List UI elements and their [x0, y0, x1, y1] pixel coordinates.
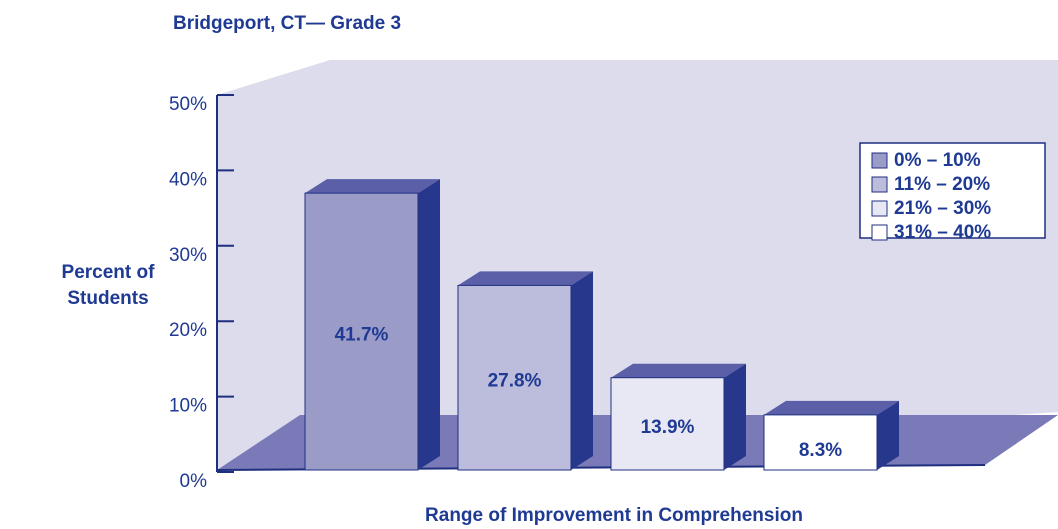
- legend-label: 21% – 30%: [894, 198, 991, 219]
- y-tick-label: 0%: [180, 471, 208, 492]
- bar-top: [764, 400, 899, 415]
- y-tick-label: 40%: [169, 169, 207, 190]
- legend-swatch: [871, 176, 888, 193]
- legend: [859, 142, 1046, 239]
- bar: [610, 377, 725, 471]
- legend-swatch: [871, 152, 888, 169]
- y-tick-label: 20%: [169, 320, 207, 341]
- legend-label: 0% – 10%: [894, 150, 981, 171]
- bar-side: [571, 271, 593, 470]
- bar-top: [305, 179, 440, 194]
- bar-side: [877, 400, 899, 470]
- data-label: 13.9%: [641, 417, 695, 438]
- bar: [457, 284, 572, 471]
- y-tick-label: 50%: [169, 94, 207, 115]
- y-tick-label: 10%: [169, 396, 207, 417]
- x-axis-label: Range of Improvement in Comprehension: [425, 505, 803, 526]
- bar-top: [458, 271, 593, 286]
- chart-title: Bridgeport, CT— Grade 3: [173, 13, 401, 34]
- legend-label: 31% – 40%: [894, 222, 991, 243]
- data-label: 27.8%: [488, 371, 542, 392]
- data-label: 41.7%: [335, 325, 389, 346]
- bar-top: [611, 363, 746, 378]
- legend-label: 11% – 20%: [894, 174, 990, 195]
- data-label: 8.3%: [799, 440, 842, 461]
- legend-swatch: [871, 200, 888, 217]
- y-tick-label: 30%: [169, 245, 207, 266]
- y-axis-label: Percent of: [62, 262, 156, 283]
- bar: [304, 192, 419, 471]
- bar: [763, 414, 878, 471]
- y-axis-label: Students: [67, 288, 148, 309]
- bar-side: [418, 179, 440, 470]
- legend-swatch: [871, 224, 888, 241]
- bar-side: [724, 363, 746, 470]
